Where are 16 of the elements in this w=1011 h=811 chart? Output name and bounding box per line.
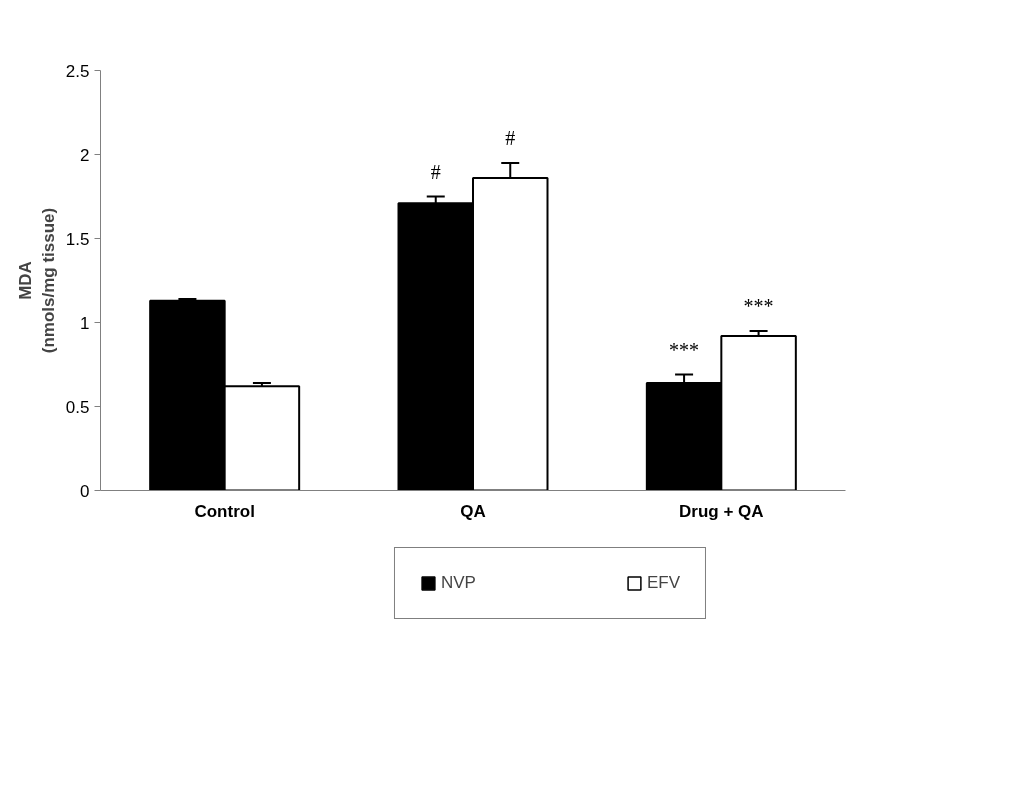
annotation: # (505, 126, 516, 149)
y-tick-label: 1.5 (65, 229, 90, 249)
x-tick-label: Control (194, 501, 255, 521)
x-tick-label: Drug + QA (679, 501, 764, 521)
annotation: # (430, 160, 441, 183)
y-tick-label: 0.5 (65, 397, 90, 417)
legend-label: EFV (646, 573, 681, 593)
y-axis-title: MDA (nmols/mg tissue) (16, 207, 58, 354)
y-tick-label: 2.5 (65, 61, 90, 81)
annotation: *** (669, 338, 700, 361)
y-tick-label: 2 (80, 145, 90, 165)
legend-label: NVP (440, 573, 476, 593)
y-tick-label: 1 (80, 313, 90, 333)
annotation: *** (743, 294, 774, 317)
y-tick-label: 0 (80, 481, 90, 501)
x-tick-label: QA (460, 501, 486, 521)
